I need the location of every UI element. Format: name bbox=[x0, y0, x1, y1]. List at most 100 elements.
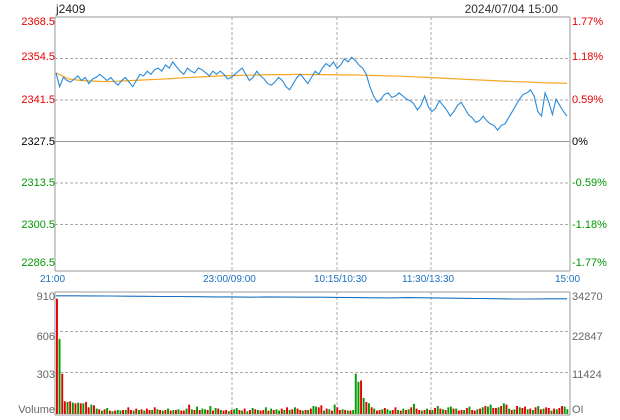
volume-bar bbox=[537, 406, 540, 414]
volume-bar bbox=[370, 407, 373, 414]
volume-bar bbox=[257, 410, 259, 414]
volume-bar bbox=[423, 410, 426, 414]
volume-bar bbox=[116, 410, 119, 414]
volume-bar bbox=[532, 410, 534, 414]
volume-axis-label: 606 bbox=[36, 331, 55, 343]
volume-bar bbox=[561, 406, 563, 414]
volume-bar bbox=[138, 410, 140, 414]
volume-bar bbox=[145, 408, 148, 414]
volume-bar bbox=[389, 410, 392, 414]
volume-bar bbox=[196, 406, 198, 414]
volume-bar bbox=[346, 410, 349, 414]
volume-bar bbox=[262, 410, 265, 414]
volume-bar bbox=[227, 411, 230, 414]
volume-bar bbox=[516, 406, 518, 414]
volume-bar bbox=[71, 402, 74, 414]
volume-bar bbox=[354, 373, 357, 414]
volume-bar bbox=[63, 401, 66, 414]
volume-bar bbox=[468, 406, 471, 414]
volume-bar bbox=[177, 409, 180, 414]
volume-bar bbox=[495, 408, 497, 414]
volume-panel bbox=[54, 291, 571, 416]
volume-bar bbox=[545, 407, 548, 414]
volume-bar bbox=[550, 410, 553, 414]
volume-bar bbox=[294, 407, 296, 414]
oi-axis-label: 22847 bbox=[572, 331, 603, 343]
average-price-line bbox=[55, 72, 568, 84]
price-axis-label: 2354.5 bbox=[21, 51, 55, 63]
volume-bar bbox=[341, 409, 344, 414]
volume-bar bbox=[283, 410, 286, 414]
volume-bar bbox=[391, 410, 394, 414]
volume-bar bbox=[159, 410, 161, 414]
volume-bar bbox=[272, 410, 275, 414]
volume-bar bbox=[151, 410, 154, 414]
volume-bar bbox=[111, 411, 114, 414]
volume-bar bbox=[349, 410, 352, 414]
volume-bar bbox=[325, 408, 328, 414]
volume-bar bbox=[299, 410, 302, 414]
volume-bar bbox=[447, 407, 450, 414]
volume-bar bbox=[206, 410, 209, 414]
percent-axis-label-bottom: -1.77% bbox=[572, 257, 607, 269]
volume-bar bbox=[489, 404, 492, 414]
volume-bar bbox=[238, 410, 241, 414]
volume-bar bbox=[365, 401, 368, 414]
volume-bar bbox=[267, 410, 270, 414]
volume-bar bbox=[360, 380, 362, 414]
volume-bar bbox=[172, 410, 175, 414]
volume-bar bbox=[93, 405, 95, 414]
volume-bar bbox=[455, 408, 458, 414]
volume-bar bbox=[85, 401, 87, 414]
volume-bar bbox=[82, 403, 85, 414]
volume-bar bbox=[463, 410, 466, 414]
oi-axis-title: OI bbox=[572, 404, 584, 416]
volume-bar bbox=[320, 405, 323, 414]
volume-bar bbox=[95, 408, 98, 414]
volume-bar bbox=[386, 409, 389, 414]
volume-bar bbox=[420, 410, 423, 414]
volume-bar bbox=[460, 410, 463, 414]
volume-bar bbox=[534, 407, 537, 414]
volume-bar bbox=[397, 410, 399, 414]
volume-bar bbox=[127, 407, 130, 414]
volume-bar bbox=[502, 403, 505, 414]
volume-bar bbox=[161, 410, 164, 414]
time-label-lunch-break: 11:30/13:30 bbox=[402, 274, 455, 285]
volume-bar bbox=[307, 410, 310, 414]
volume-bars bbox=[56, 298, 569, 414]
volume-bar bbox=[376, 410, 378, 414]
volume-bar bbox=[415, 408, 418, 414]
volume-bar bbox=[555, 409, 558, 414]
volume-bar bbox=[542, 408, 545, 414]
volume-bar bbox=[529, 408, 532, 414]
volume-bar bbox=[539, 409, 542, 414]
volume-bar bbox=[357, 381, 360, 414]
percent-axis-label-zero: 0% bbox=[572, 136, 588, 148]
volume-bar bbox=[61, 373, 64, 414]
volume-bar bbox=[473, 410, 476, 414]
percent-axis-label-top: 1.77% bbox=[572, 16, 604, 28]
volume-bar bbox=[352, 410, 355, 414]
price-axis-label-bottom: 2286.5 bbox=[21, 257, 55, 269]
volume-bar bbox=[476, 409, 479, 414]
volume-bar bbox=[122, 410, 124, 414]
volume-bar bbox=[368, 403, 370, 414]
volume-bar bbox=[518, 407, 521, 414]
volume-bar bbox=[442, 409, 444, 414]
volume-bar bbox=[143, 410, 146, 414]
volume-bar bbox=[291, 409, 294, 414]
open-interest-line bbox=[56, 295, 567, 300]
volume-bar bbox=[312, 406, 315, 414]
volume-bar bbox=[278, 410, 280, 414]
volume-bar bbox=[233, 409, 236, 414]
price-panel bbox=[54, 16, 571, 272]
time-label-morning-break: 10:15/10:30 bbox=[314, 274, 367, 285]
volume-bar bbox=[241, 410, 243, 414]
volume-bar bbox=[558, 408, 561, 414]
volume-bar bbox=[410, 407, 413, 414]
volume-bar bbox=[434, 408, 436, 414]
volume-bar bbox=[103, 409, 106, 414]
volume-bar bbox=[521, 408, 524, 414]
percent-axis-label: -0.59% bbox=[572, 177, 607, 189]
